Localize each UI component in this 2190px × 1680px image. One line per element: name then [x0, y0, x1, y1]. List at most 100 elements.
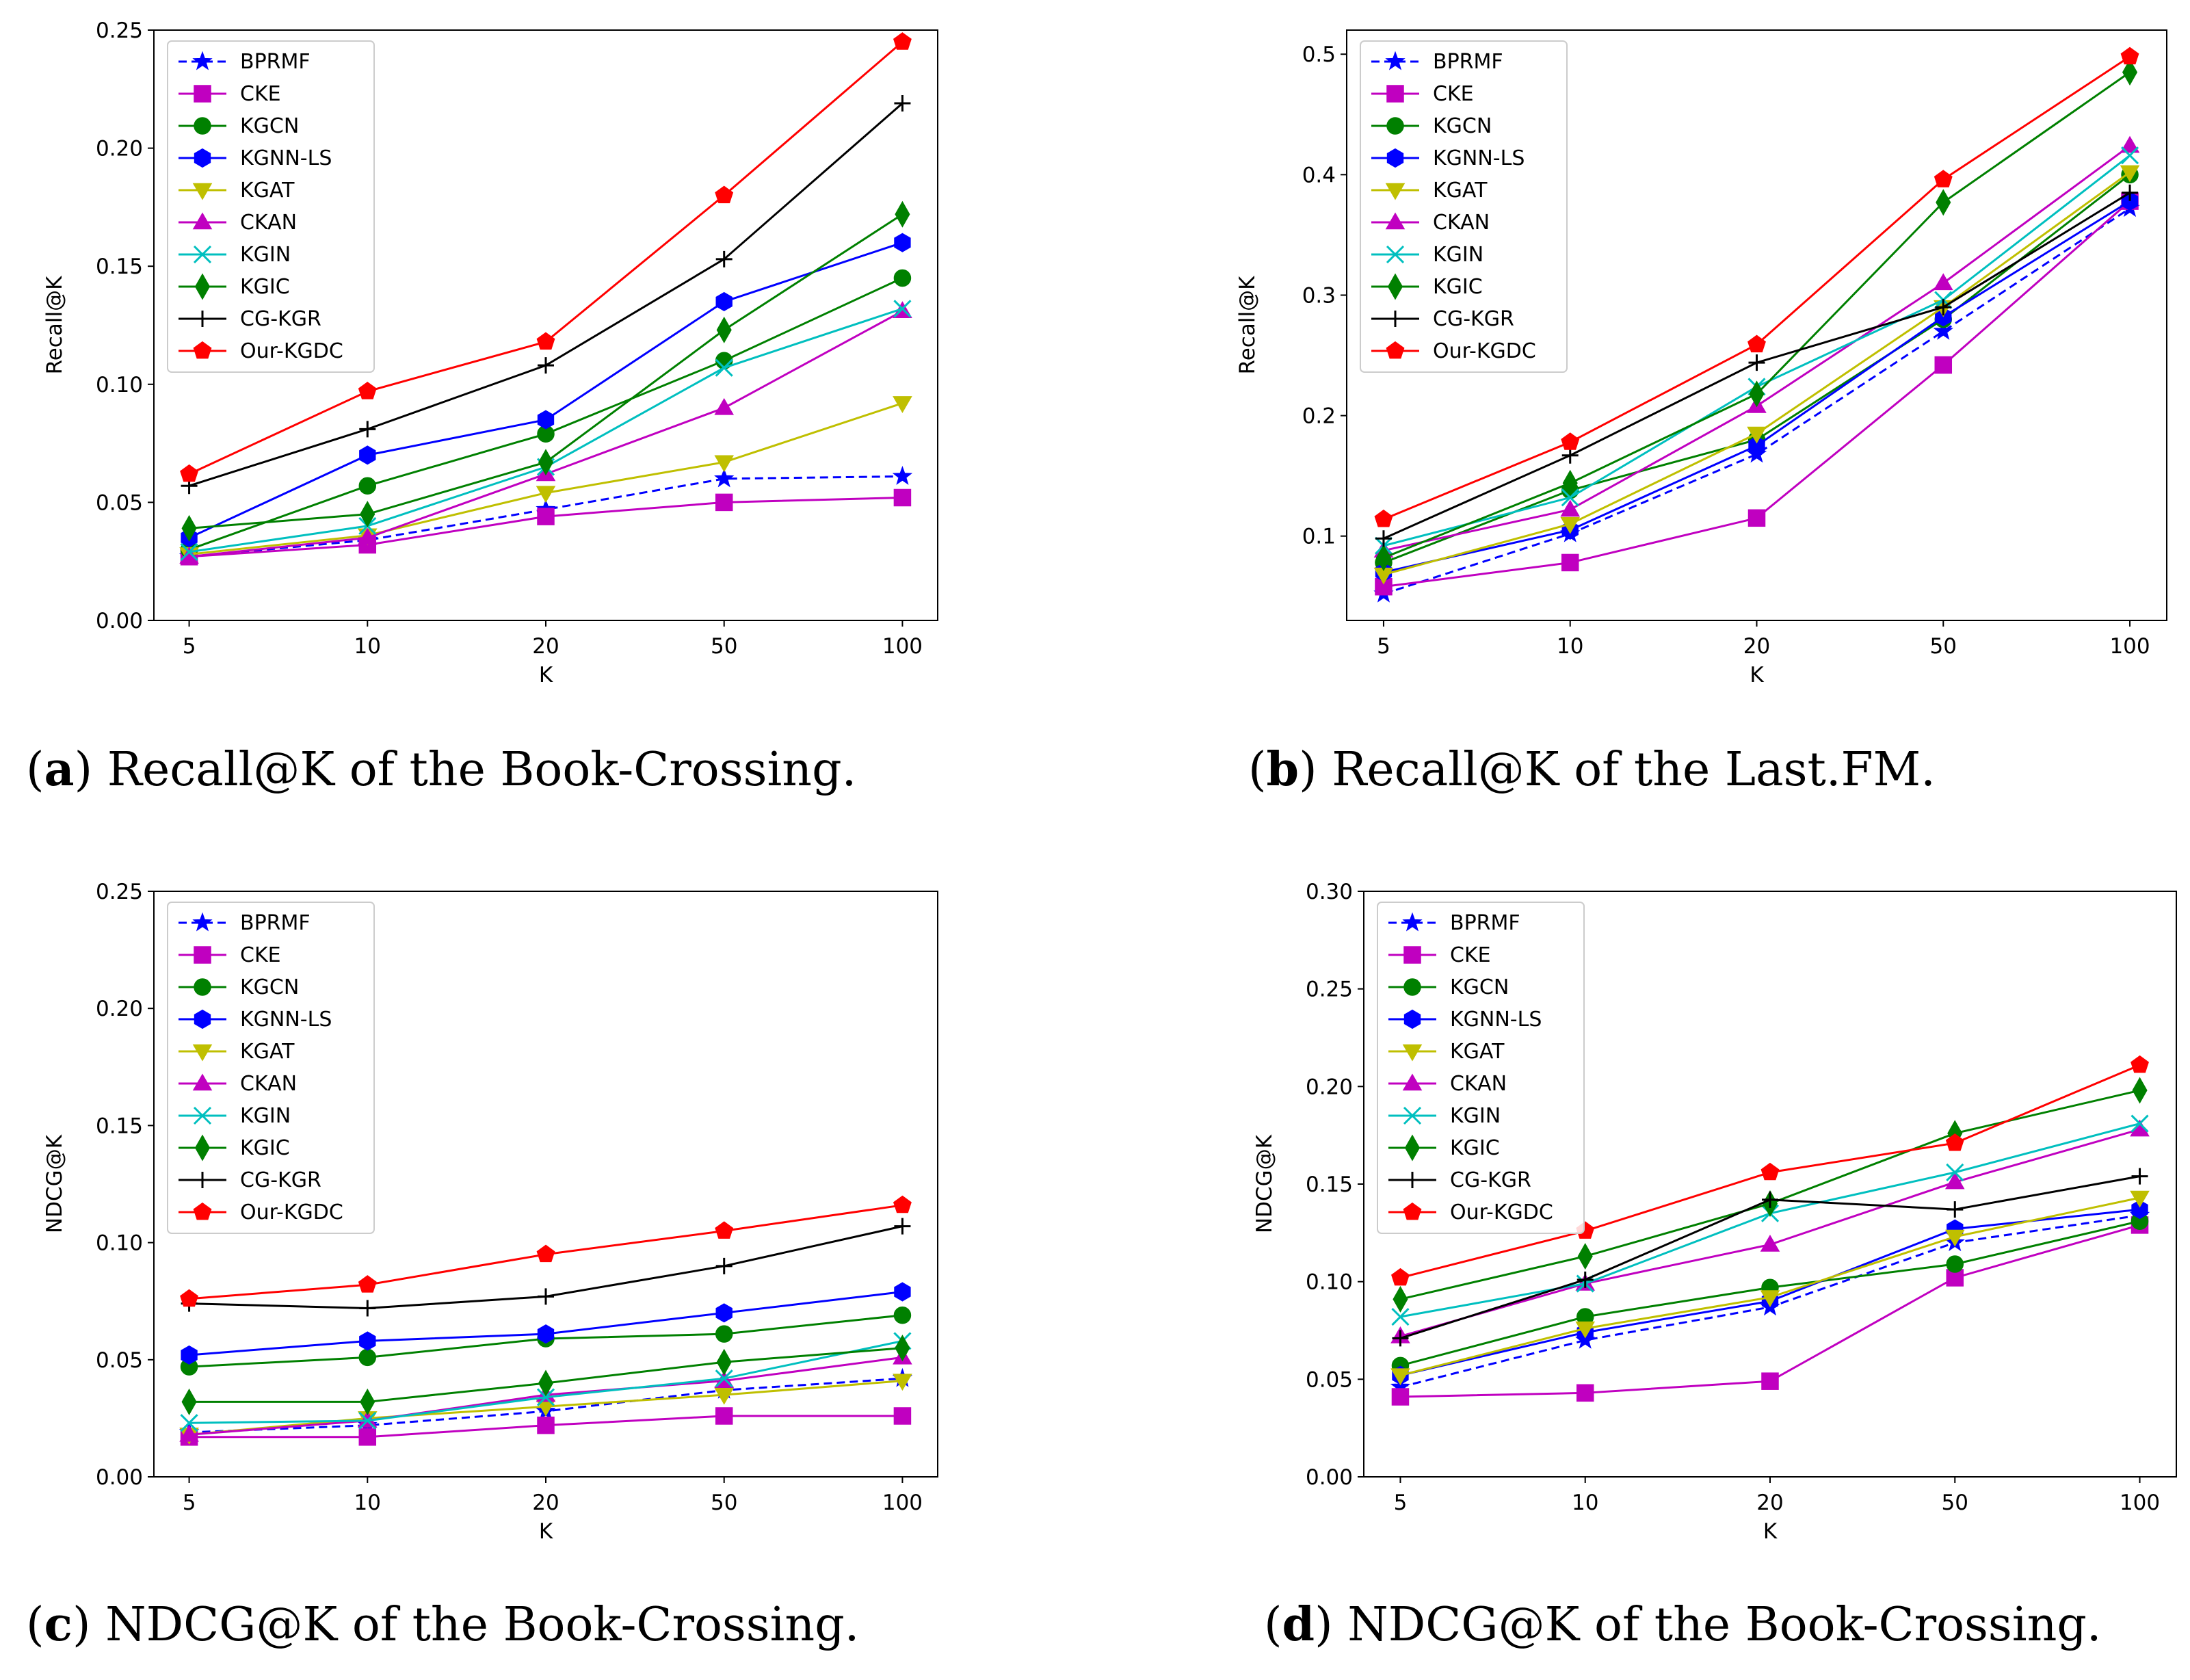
chart-b-point-ckan [2120, 135, 2140, 153]
chart-c-xtick-label: 10 [354, 1491, 381, 1515]
chart-b-legend-label: KGAT [1433, 179, 1488, 202]
chart-c-series-kgnn-ls [181, 1282, 911, 1365]
chart-c-legend-marker [194, 978, 211, 996]
chart-a-legend-marker [192, 183, 213, 200]
chart-a-point-kgat [714, 455, 735, 473]
chart-d-legend-marker [1403, 946, 1421, 964]
chart-a-point-kgic [360, 501, 375, 528]
chart-b-point-our-kgdc [1747, 334, 1766, 353]
chart-b-legend-label: BPRMF [1433, 50, 1503, 74]
chart-a-point-bprmf [892, 466, 913, 485]
chart-c-point-kgic [716, 1348, 732, 1376]
chart-a-legend-box [167, 40, 375, 373]
chart-c-legend-marker [192, 1073, 213, 1091]
chart-b-legend-label: KGIC [1433, 275, 1483, 299]
chart-d-point-kgic [1393, 1285, 1408, 1313]
chart-c-point-kgic [181, 1388, 197, 1415]
chart-b-xtick-label: 100 [2109, 634, 2150, 659]
caption-b-letter: b [1266, 742, 1300, 797]
chart-d-legend-marker [1404, 1134, 1421, 1161]
chart-a-legend-label: CG-KGR [240, 307, 321, 331]
chart-a-point-our-kgdc [715, 185, 734, 204]
chart-c-point-ckan [179, 1424, 199, 1442]
chart-b-point-cg-kgr [2122, 184, 2139, 201]
chart-c-series-our-kgdc [180, 1195, 912, 1307]
chart-b-point-kgic [1936, 189, 1951, 216]
chart-b-legend-marker [1387, 273, 1403, 300]
chart-a-xtick-label: 5 [183, 634, 196, 659]
chart-c-legend-label: CG-KGR [240, 1168, 321, 1192]
chart-c-point-kgnn-ls [359, 1331, 376, 1351]
chart-d-xtick-label: 50 [1942, 1491, 1968, 1515]
chart-a-point-cg-kgr [715, 250, 733, 267]
chart-b-ytick-label: 0.2 [1302, 404, 1336, 429]
chart-b-legend-box [1360, 40, 1568, 373]
chart-d-ytick-label: 0.30 [1306, 880, 1353, 904]
chart-b-point-kgin [2120, 146, 2139, 165]
chart-a-point-our-kgdc [536, 332, 555, 350]
caption-c-text: NDCG@K of the Book-Crossing. [105, 1598, 860, 1652]
chart-c-point-our-kgdc [893, 1195, 912, 1213]
chart-d-legend-marker [1403, 1106, 1422, 1125]
chart-b-ytick-label: 0.1 [1302, 525, 1336, 549]
chart-b-xlabel: K [1750, 663, 1764, 687]
chart-b-legend-marker [1387, 311, 1403, 327]
chart-d-legend-label: BPRMF [1450, 911, 1520, 935]
chart-a-point-cg-kgr [538, 357, 554, 374]
chart-b-xtick-label: 10 [1557, 634, 1583, 659]
chart-d-point-kgin [1391, 1307, 1410, 1326]
chart-a-xtick-label: 20 [532, 634, 559, 659]
chart-c-legend-label: KGIC [240, 1136, 290, 1160]
chart-c-point-kgat [893, 1374, 912, 1391]
chart-c-point-kgcn [358, 1348, 377, 1367]
chart-c-point-our-kgdc [358, 1275, 377, 1293]
chart-b-point-kgat [1747, 426, 1767, 444]
chart-c-legend-marker [192, 1044, 213, 1062]
chart-c-xtick-label: 5 [183, 1491, 196, 1515]
chart-d-legend-label: KGNN-LS [1450, 1008, 1542, 1032]
chart-d-point-kgat [2130, 1190, 2150, 1208]
chart-a-point-kgnn-ls [359, 445, 376, 465]
chart-a-point-bprmf [714, 468, 735, 488]
chart-b-point-kgin [1561, 488, 1579, 507]
chart-a-point-kgnn-ls [537, 410, 555, 430]
chart-b-xtick-label: 50 [1930, 634, 1957, 659]
chart-c-legend-marker [193, 1202, 212, 1220]
chart-panel-c: 0.00 0.05 0.10 0.15 0.20 0.25 5 10 20 50 100 K NDCG@… [0, 840, 1095, 1680]
chart-a-xtick-label: 10 [354, 634, 381, 659]
chart-b-xtick-label: 5 [1377, 634, 1390, 659]
chart-b-legend-marker [1386, 148, 1404, 168]
chart-d-point-cg-kgr [1576, 1271, 1594, 1288]
chart-d-legend-marker [1402, 1044, 1423, 1062]
chart-d-point-cg-kgr [1392, 1330, 1409, 1347]
chart-d-point-kgcn [1946, 1255, 1964, 1273]
chart-c-point-cke [715, 1407, 733, 1425]
chart-c-legend-marker [193, 1106, 212, 1125]
chart-c-legend: BPRMF CKE KGCN KGNN-LS KGAT CKAN KGIN KGIC CG-KG… [167, 902, 375, 1234]
chart-c-legend-marker [194, 946, 211, 964]
chart-a-point-kgin [180, 542, 198, 561]
chart-panel-a: 0.00 0.05 0.10 0.15 0.20 0.25 5 10 20 50 100 K Recal… [0, 0, 1095, 840]
chart-b-series-our-kgdc [1374, 47, 2139, 527]
chart-d-point-kgat [1575, 1321, 1596, 1339]
chart-b-legend: BPRMF CKE KGCN KGNN-LS KGAT CKAN KGIN KGIC CG-KG… [1360, 40, 1568, 373]
chart-a-legend-marker [192, 212, 213, 230]
chart-a-ytick-label: 0.15 [96, 254, 143, 279]
chart-b-point-cg-kgr [1748, 354, 1765, 371]
chart-d-point-cg-kgr [2131, 1168, 2148, 1185]
chart-b-legend-label: CG-KGR [1433, 307, 1514, 331]
chart-a-xtick-label: 50 [711, 634, 737, 659]
chart-d-point-cg-kgr [1947, 1201, 1964, 1218]
chart-c-point-kgic [360, 1388, 375, 1415]
chart-d-xtick-label: 20 [1756, 1491, 1783, 1515]
caption-d: (d) NDCG@K of the Book-Crossing. [1264, 1597, 2102, 1652]
chart-a-point-kgnn-ls [715, 291, 733, 312]
chart-c-point-cg-kgr [715, 1257, 733, 1274]
chart-d-legend-marker [1403, 1202, 1422, 1220]
chart-a-ylabel: Recall@K [42, 276, 67, 374]
chart-c-point-cg-kgr [894, 1218, 911, 1235]
chart-d-series-cg-kgr [1392, 1168, 2148, 1347]
chart-b-point-cke [1747, 509, 1766, 527]
chart-a-legend-marker [193, 341, 212, 359]
chart-panel-b: 0.1 0.2 0.3 0.4 0.5 5 10 20 50 100 K Recall@K BPRMF C… [1095, 0, 2190, 840]
